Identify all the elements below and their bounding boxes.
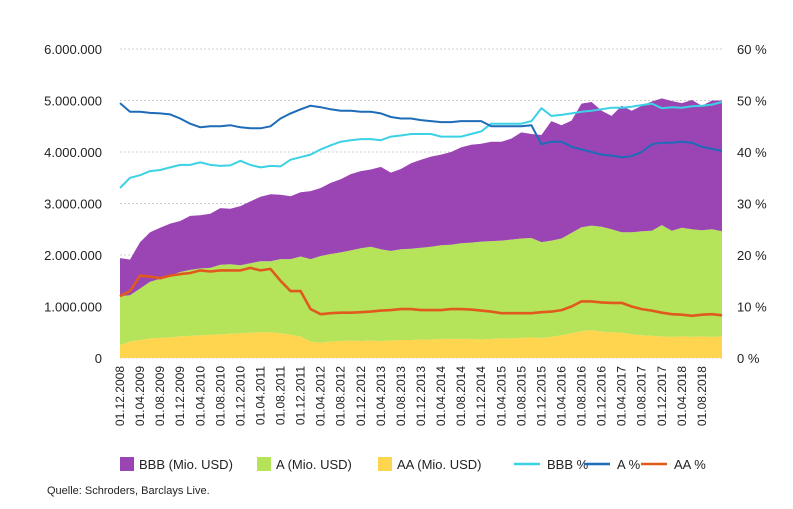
right-tick-label: 60 % [737,42,767,57]
left-tick-label: 0 [95,351,102,366]
x-tick-label: 01.12.2015 [534,366,548,426]
x-tick-label: 01.12.2010 [233,366,247,426]
line-series-group [119,101,723,318]
legend-label: A (Mio. USD) [276,457,352,472]
x-tick-label: 01.08.2017 [635,366,649,426]
legend-label: AA (Mio. USD) [397,457,482,472]
x-tick-label: 01.04.2015 [494,366,508,426]
area-a [120,225,722,346]
x-tick-label: 01.12.2016 [595,366,609,426]
legend: BBB (Mio. USD) A (Mio. USD) AA (Mio. USD) B… [120,457,706,472]
x-tick-label: 01.12.2013 [414,366,428,426]
legend-label: BBB % [547,457,589,472]
right-tick-label: 20 % [737,248,767,263]
left-tick-label: 5.000.000 [44,94,102,109]
legend-label: A % [617,457,641,472]
left-tick-label: 2.000.000 [44,248,102,263]
x-axis: 01.12.2008 01.04.2009 01.08.2009 01.12.2009… [113,366,709,426]
x-tick-label: 01.08.2018 [695,366,709,426]
legend-label: AA % [674,457,706,472]
x-tick-label: 01.08.2010 [213,366,227,426]
x-tick-label: 01.12.2014 [474,366,488,426]
x-tick-label: 01.04.2011 [253,366,267,425]
area-bbb [120,98,722,297]
left-tick-label: 4.000.000 [44,145,102,160]
legend-swatch [120,457,134,471]
x-tick-label: 01.12.2009 [173,366,187,426]
x-tick-label: 01.04.2010 [193,366,207,426]
legend-swatch [257,457,271,471]
left-tick-label: 1.000.000 [44,300,102,315]
right-tick-label: 40 % [737,145,767,160]
legend-label: BBB (Mio. USD) [139,457,233,472]
left-axis: 0 1.000.000 2.000.000 3.000.000 4.000.000 5.0… [44,42,102,366]
x-tick-label: 01.08.2013 [394,366,408,426]
x-tick-label: 01.08.2015 [514,366,528,426]
legend-swatch [378,457,392,471]
x-tick-label: 01.12.2011 [294,366,308,425]
area-aa [120,330,722,358]
right-tick-label: 30 % [737,197,767,212]
line-aa-pct [119,266,723,318]
x-tick-label: 01.08.2011 [274,366,288,425]
area-series-group [120,98,722,358]
x-tick-label: 01.04.2014 [434,366,448,426]
left-tick-label: 3.000.000 [44,197,102,212]
x-tick-label: 01.04.2012 [314,366,328,426]
right-axis: 0 % 10 % 20 % 30 % 40 % 50 % 60 % [737,42,767,366]
right-tick-label: 10 % [737,300,767,315]
x-tick-label: 01.04.2018 [675,366,689,426]
line-a-pct [119,102,723,159]
x-tick-label: 01.12.2012 [354,366,368,426]
left-tick-label: 6.000.000 [44,42,102,57]
x-tick-label: 01.08.2016 [575,366,589,426]
x-tick-label: 01.04.2016 [554,366,568,426]
x-tick-label: 01.08.2012 [334,366,348,426]
x-tick-label: 01.04.2017 [615,366,629,426]
x-tick-label: 01.08.2009 [153,366,167,426]
x-tick-label: 01.12.2017 [655,366,669,426]
right-tick-label: 0 % [737,351,760,366]
source-note: Quelle: Schroders, Barclays Live. [47,485,210,497]
right-tick-label: 50 % [737,94,767,109]
x-tick-label: 01.08.2014 [454,366,468,426]
x-tick-label: 01.04.2009 [133,366,147,426]
line-bbb-pct [119,101,723,189]
x-tick-label: 01.04.2013 [374,366,388,426]
x-tick-label: 01.12.2008 [113,366,127,426]
